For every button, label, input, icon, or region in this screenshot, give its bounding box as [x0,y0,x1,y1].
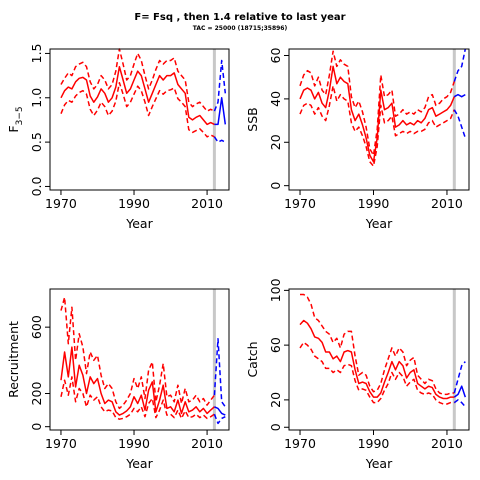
y-tick-label: 0 [268,423,283,431]
forecast-lower-line [213,136,226,143]
x-axis-label: Year [365,456,393,471]
history-upper-line [60,296,215,410]
forecast-median-line [214,97,227,126]
y-axis-label: Catch [245,341,260,377]
x-tick-label: 1990 [358,436,390,451]
forecast-upper-line [453,48,467,82]
x-axis-label: Year [125,216,153,231]
forecast-median-line [214,406,226,416]
panel-bottom-left: 1970 1990 2010 0 200 600 Year Recruitment [6,288,230,471]
history-upper-line [300,293,455,396]
x-tick-label: 1990 [118,436,150,451]
y-tick-label: 20 [268,134,283,150]
chart-title: F= Fsq , then 1.4 relative to last year [134,12,345,23]
x-tick-label: 2010 [191,436,223,451]
y-axis-label-subscript: 3−5 [15,106,25,125]
forecast-upper-line [213,59,227,112]
y-axis-label: F3−5 [6,106,25,132]
x-axis-label: Year [125,456,153,471]
y-axis-label-main: Recruitment [6,321,21,398]
x-tick-label: 1990 [118,196,150,211]
x-tick-label: 1970 [45,196,77,211]
y-tick-label: 60 [268,337,283,353]
history-lower-line [60,376,215,420]
history-lower-line [299,341,455,405]
y-axis-label-main: Catch [245,341,260,377]
panel-bottom-right: 1970 1990 2010 0 20 60 100 Year Catch [245,278,470,471]
x-tick-label: 2010 [191,196,223,211]
y-axis-label: SSB [245,107,260,131]
plot-frame [288,48,470,191]
x-tick-label: 2010 [431,196,463,211]
history-lower-line [299,85,455,167]
y-tick-label: 0.5 [29,132,44,152]
history-lower-line [60,81,215,138]
forecast-median-line [453,93,466,98]
forecast-upper-line [213,338,226,408]
plot-frame [49,288,230,431]
x-axis-label: Year [365,216,393,231]
forecast-lower-line [213,413,226,425]
y-tick-label: 100 [268,278,283,302]
y-tick-label: 20 [268,392,283,408]
forecast-lower-line [453,109,467,139]
y-axis-label: Recruitment [6,321,21,398]
history-upper-line [60,48,215,112]
x-tick-label: 2010 [431,436,463,451]
y-tick-label: 600 [29,315,44,339]
y-tick-label: 1.0 [29,88,44,108]
plot-frame [49,48,230,191]
x-tick-label: 1970 [45,436,77,451]
plot-frame [288,288,470,431]
y-tick-label: 0 [268,182,283,190]
y-tick-label: 0 [29,423,44,431]
y-tick-label: 40 [268,91,283,107]
history-median-line [60,65,215,126]
forecast-median-line [453,385,467,398]
chart-subtitle: TAC = 25000 (18715;35896) [193,25,288,32]
y-axis-label-main: F [6,125,21,132]
history-median-line [60,346,215,416]
x-tick-label: 1970 [284,436,316,451]
y-axis-label-main: SSB [245,107,260,131]
panel-top-left: 1970 1990 2010 0.0 0.5 1.0 1.5 Year F3−5 [6,43,230,231]
panel-top-right: 1970 1990 2010 0 20 40 60 Year SSB [245,48,470,231]
y-tick-label: 1.5 [29,43,44,63]
y-tick-label: 200 [29,382,44,406]
forecast-lower-line [453,399,466,408]
history-median-line [299,319,455,400]
y-tick-label: 60 [268,48,283,64]
y-tick-label: 0.0 [29,176,44,196]
history-median-line [299,65,455,163]
x-tick-label: 1990 [358,196,390,211]
x-tick-label: 1970 [284,196,316,211]
forecast-upper-line [453,361,466,394]
panels: 1970 1990 2010 0.0 0.5 1.0 1.5 Year F3−5 1970 1990… [6,43,470,471]
